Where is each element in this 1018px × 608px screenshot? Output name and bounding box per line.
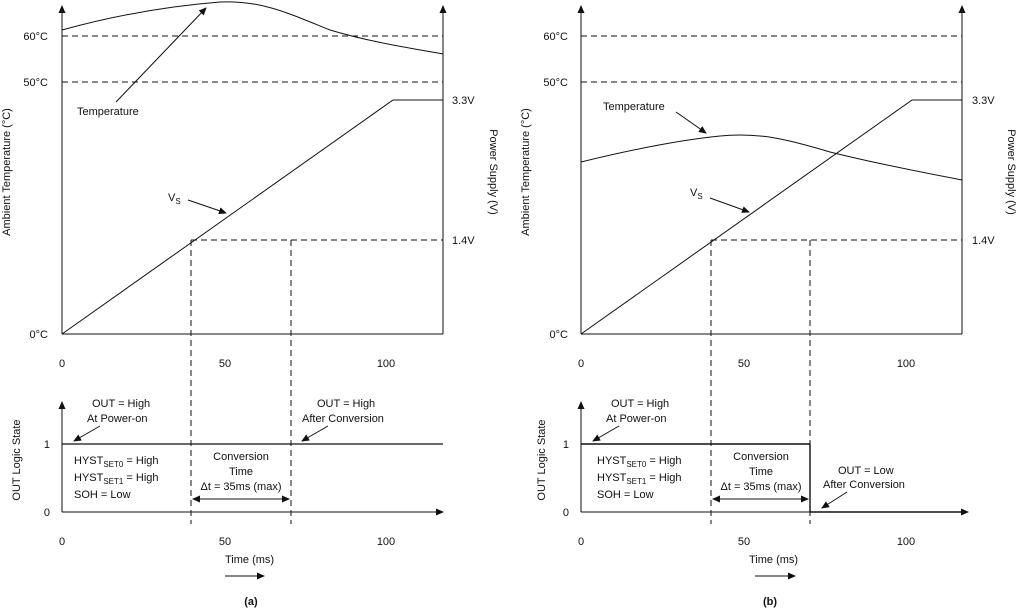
- panel-a-note-power-on-2: At Power-on: [87, 413, 148, 425]
- panel-a-temperature-arrow: [115, 7, 207, 103]
- panel-b-vs-ramp: [580, 99, 962, 335]
- panel-b-tick-1v4: 1.4V: [972, 235, 995, 247]
- panel-a-note-after-1: OUT = High: [317, 398, 375, 410]
- panel-a-vs-ramp: [61, 99, 443, 335]
- panel-a-note-power-on-1: OUT = High: [92, 398, 150, 410]
- panel-a-hyst0: HYSTSET0 = High: [74, 455, 159, 469]
- panel-a-temperature-curve: [61, 1, 444, 55]
- panel-a-conv-time: Time: [229, 466, 253, 478]
- panel-b-caption: (b): [763, 596, 777, 608]
- panel-b-note-after-1: OUT = Low: [838, 465, 894, 477]
- panel-b-logic-tick-1: 1: [563, 439, 569, 451]
- panel-b-note-power-on-1: OUT = High: [611, 398, 669, 410]
- panel-a-tick-60c: 60°C: [23, 31, 48, 43]
- panel-b-hyst1: HYSTSET1 = High: [597, 472, 682, 486]
- panel-a-power-on-arrow: [73, 425, 101, 442]
- panel-b-lower-ylabel: OUT Logic State: [536, 419, 548, 500]
- panel-a-conv-title: Conversion: [213, 451, 269, 463]
- panel-b-temperature-label: Temperature: [603, 101, 665, 113]
- panel-b-temperature-arrow: [675, 111, 707, 134]
- panel-a-soh: SOH = Low: [74, 489, 131, 501]
- panel-b-tick-0c: 0°C: [550, 329, 569, 341]
- panel-b-right-ylabel: Power Supply (V): [1005, 129, 1017, 215]
- panel-b-conv-time: Time: [749, 466, 773, 478]
- panel-b-xtick-50: 50: [738, 358, 750, 370]
- panel-a-xtick-0: 0: [59, 358, 65, 370]
- panel-b-after-arrow: [821, 491, 848, 509]
- panel-b-lower-xtick-100: 100: [897, 536, 915, 548]
- panel-b-soh: SOH = Low: [597, 489, 654, 501]
- panel-b-conv-dt: Δt = 35ms (max): [720, 481, 801, 493]
- panel-a-xtick-100: 100: [377, 358, 395, 370]
- panel-b-note-after-2: After Conversion: [823, 479, 905, 491]
- panel-b-tick-3v3: 3.3V: [972, 95, 995, 107]
- panel-b-hyst0: HYSTSET0 = High: [597, 455, 682, 469]
- panel-a-lower-ylabel: OUT Logic State: [11, 419, 23, 500]
- panel-a-xlabel: Time (ms): [225, 554, 274, 566]
- panel-b-xtick-100: 100: [897, 358, 915, 370]
- panel-a-right-ylabel: Power Supply (V): [487, 129, 499, 215]
- panel-a-upper-ylabel: Ambient Temperature (°C): [1, 108, 13, 236]
- panel-a-hyst1: HYSTSET1 = High: [74, 472, 159, 486]
- panel-a-xtick-50: 50: [219, 358, 231, 370]
- panel-b-vs-label: VS: [690, 187, 703, 201]
- panel-b-upper-ylabel: Ambient Temperature (°C): [520, 108, 532, 236]
- panel-b-vs-arrow: [709, 197, 750, 213]
- panel-b-conv-title: Conversion: [733, 451, 789, 463]
- panel-a-lower-xtick-100: 100: [377, 536, 395, 548]
- panel-a-after-arrow: [301, 425, 329, 442]
- panel-b: 60°C 50°C 0°C 3.3V 1.4V 0 50 100 Ambient…: [520, 5, 1017, 608]
- panel-a-vs-arrow: [187, 199, 227, 215]
- panel-a-vs-label: VS: [168, 192, 181, 206]
- panel-b-out-signal: [581, 443, 962, 513]
- panel-a-lower-xtick-0: 0: [59, 536, 65, 548]
- panel-b-logic-tick-0: 0: [563, 507, 569, 519]
- panel-b-tick-60c: 60°C: [543, 31, 568, 43]
- panel-a-tick-1v4: 1.4V: [452, 235, 475, 247]
- panel-b-xtick-0: 0: [578, 358, 584, 370]
- panel-b-note-power-on-2: At Power-on: [606, 413, 667, 425]
- panel-a-logic-tick-0: 0: [44, 507, 50, 519]
- panel-a: 60°C 50°C 0°C 3.3V 1.4V 0 50 100 Ambient…: [1, 1, 499, 608]
- panel-a-tick-0c: 0°C: [30, 329, 49, 341]
- panel-b-temperature-curve: [580, 134, 963, 181]
- panel-a-lower-xtick-50: 50: [219, 536, 231, 548]
- panel-a-tick-3v3: 3.3V: [452, 95, 475, 107]
- panel-b-power-on-arrow: [592, 425, 620, 442]
- panel-a-conv-dt: Δt = 35ms (max): [200, 481, 281, 493]
- panel-a-caption: (a): [244, 596, 258, 608]
- panel-a-tick-50c: 50°C: [23, 77, 48, 89]
- panel-b-lower-xtick-0: 0: [578, 536, 584, 548]
- panel-a-note-after-2: After Conversion: [302, 413, 384, 425]
- panel-b-xlabel: Time (ms): [749, 554, 798, 566]
- panel-a-temperature-label: Temperature: [77, 106, 139, 118]
- panel-b-tick-50c: 50°C: [543, 77, 568, 89]
- panel-b-lower-xtick-50: 50: [738, 536, 750, 548]
- panel-a-logic-tick-1: 1: [44, 439, 50, 451]
